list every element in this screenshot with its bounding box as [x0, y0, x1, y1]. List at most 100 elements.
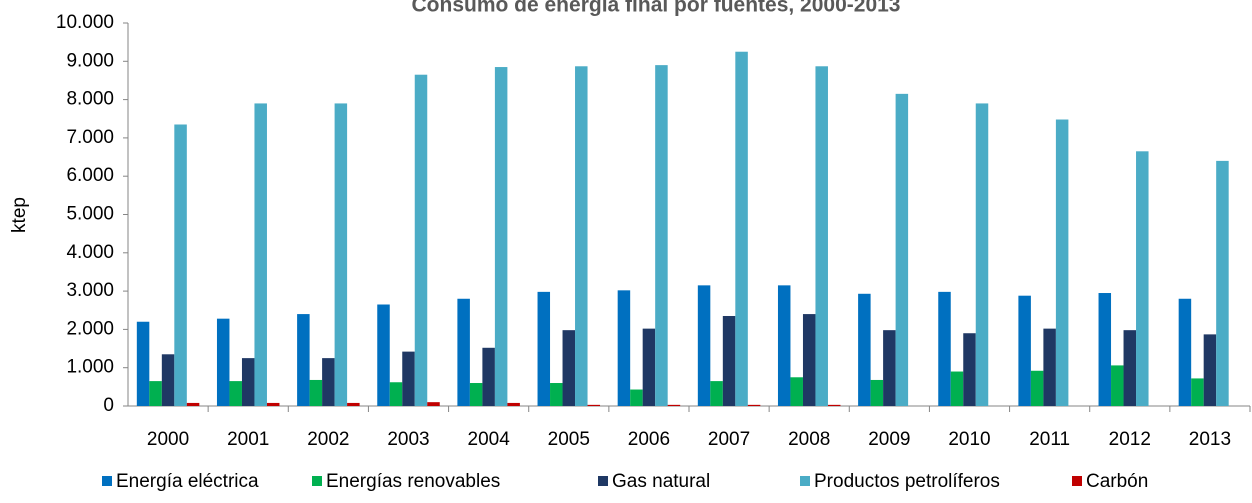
bar [1191, 378, 1204, 406]
legend-label: Gas natural [612, 471, 710, 492]
x-tick-label: 2004 [468, 429, 511, 450]
bar [377, 304, 390, 406]
bar [1030, 370, 1044, 406]
bar [1136, 151, 1149, 406]
bar [537, 291, 551, 406]
bar [309, 379, 323, 406]
bar [174, 124, 187, 407]
bar [1203, 334, 1217, 406]
bar [802, 314, 816, 406]
bar [617, 290, 631, 406]
x-tick-label: 2008 [788, 429, 830, 450]
bar [722, 315, 736, 406]
bar [1098, 293, 1112, 406]
bar [710, 381, 723, 406]
x-tick-label: 2009 [868, 429, 910, 450]
y-tick-label: 9.000 [66, 50, 114, 71]
y-tick-label: 0 [103, 395, 114, 416]
bar [186, 402, 200, 406]
bar [895, 93, 909, 406]
bar [507, 402, 520, 406]
legend-label: Carbón [1086, 471, 1148, 492]
y-tick-label: 7.000 [66, 127, 114, 148]
bar [697, 285, 711, 406]
bar [963, 333, 976, 406]
bar [216, 318, 230, 406]
bar [642, 328, 656, 406]
bar [241, 358, 255, 406]
legend-swatch [598, 476, 608, 486]
x-tick-label: 2003 [387, 429, 429, 450]
bar [266, 402, 280, 406]
y-tick-label: 4.000 [66, 242, 114, 263]
bar [494, 67, 508, 407]
bar [322, 358, 335, 406]
bar [587, 404, 601, 406]
x-tick-label: 2013 [1189, 429, 1231, 450]
bar [777, 285, 791, 406]
y-tick-label: 1.000 [66, 357, 114, 378]
legend-label: Productos petrolíferos [814, 471, 1000, 492]
x-tick-label: 2001 [227, 429, 269, 450]
bar [827, 404, 841, 406]
y-tick-label: 10.000 [56, 12, 114, 33]
x-tick-label: 2012 [1109, 429, 1151, 450]
legend-swatch [102, 476, 112, 486]
y-tick-label: 2.000 [66, 318, 114, 339]
legend-swatch [312, 476, 322, 486]
legend-swatch [800, 476, 810, 486]
bar [427, 402, 440, 406]
x-tick-label: 2000 [147, 429, 189, 450]
bar [149, 381, 162, 406]
bar [975, 103, 989, 407]
y-tick-label: 6.000 [66, 165, 114, 186]
legend-label: Energía eléctrica [116, 471, 259, 492]
bar [161, 354, 175, 406]
bar [347, 402, 360, 406]
bar [655, 65, 668, 406]
bar [389, 382, 403, 406]
bar [297, 314, 310, 406]
x-tick-label: 2007 [708, 429, 750, 450]
bar [858, 293, 871, 406]
x-tick-label: 2011 [1029, 429, 1070, 450]
x-tick-label: 2005 [548, 429, 590, 450]
bar [457, 298, 470, 406]
bar [815, 66, 828, 407]
chart-title: Consumo de energía final por fuentes, 20… [412, 0, 901, 17]
bar [1111, 365, 1124, 406]
bar [562, 330, 576, 406]
bar [938, 291, 951, 406]
bar [1123, 330, 1137, 406]
x-tick-label: 2006 [628, 429, 670, 450]
bar [414, 74, 428, 406]
legend-swatch [1072, 476, 1082, 486]
bar [254, 103, 267, 407]
bar [229, 381, 242, 406]
y-axis-label: ktep [9, 197, 30, 233]
x-tick-label: 2010 [948, 429, 990, 450]
bar [402, 351, 415, 406]
bar [334, 103, 348, 407]
y-tick-label: 8.000 [66, 89, 114, 110]
bar [1018, 295, 1031, 406]
bar [870, 379, 884, 406]
bar [136, 321, 150, 406]
bar [747, 404, 761, 406]
bar [550, 383, 563, 406]
bar [950, 371, 964, 406]
bar [883, 330, 896, 406]
y-tick-label: 5.000 [66, 204, 114, 225]
bar [1216, 160, 1229, 406]
bar [1055, 119, 1069, 407]
bar [1178, 298, 1192, 406]
legend-label: Energías renovables [326, 471, 500, 492]
bar [482, 347, 495, 406]
bar [790, 377, 803, 406]
bar [1043, 328, 1056, 406]
bar [667, 404, 681, 406]
x-tick-label: 2002 [307, 429, 349, 450]
y-tick-label: 3.000 [66, 280, 114, 301]
bar [735, 51, 748, 406]
